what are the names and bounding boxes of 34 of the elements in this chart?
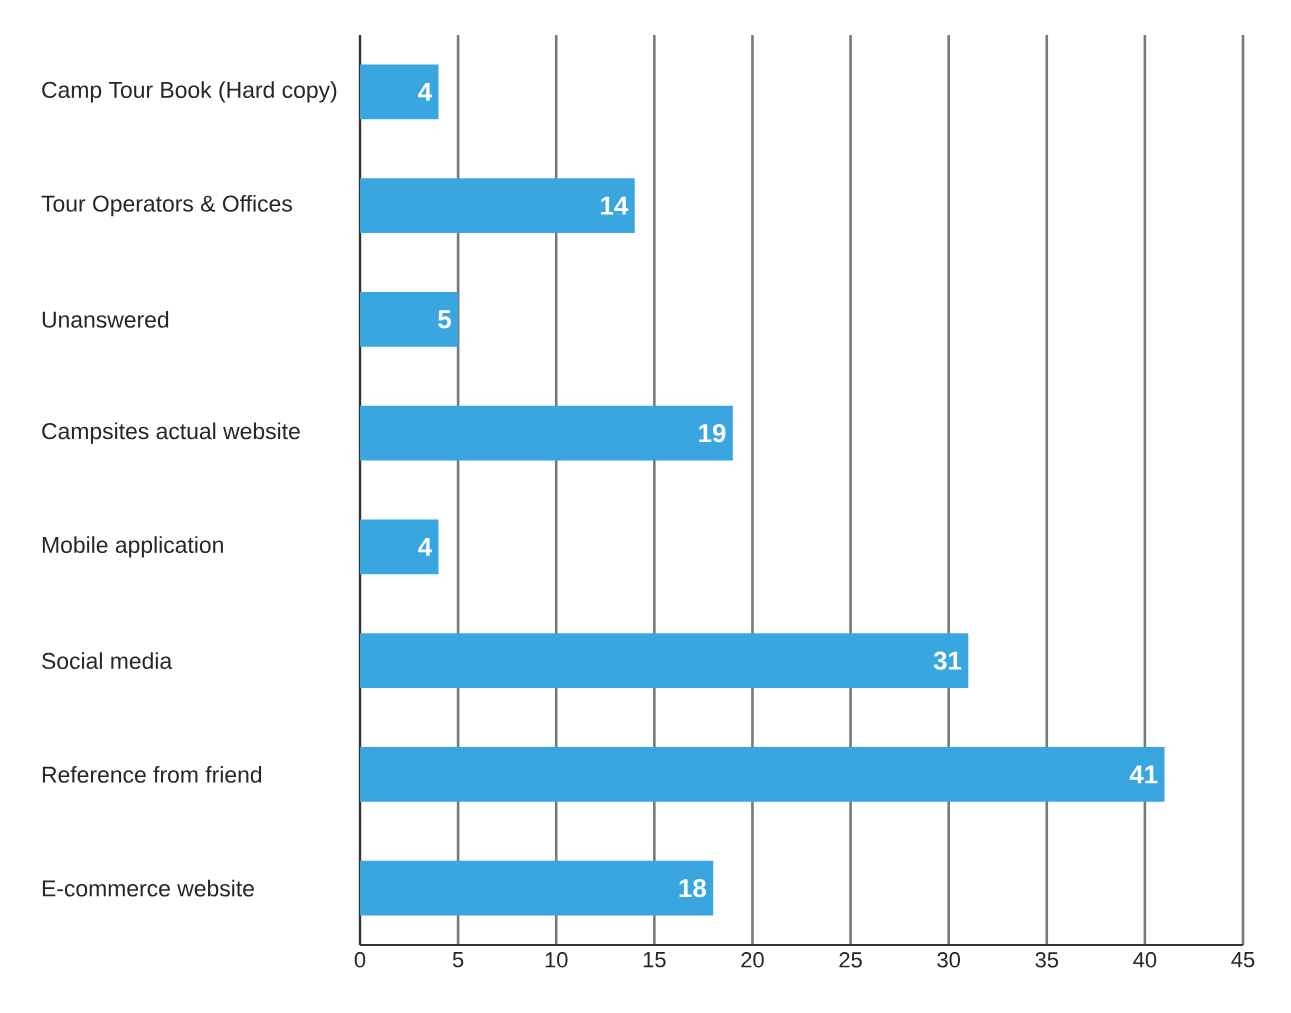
y-tick-label: E-commerce website bbox=[42, 879, 254, 897]
x-tick-label: 15 bbox=[643, 952, 666, 968]
data-label: 18 bbox=[679, 878, 707, 898]
x-tick-label: 45 bbox=[1231, 952, 1255, 968]
y-tick-label: Mobile application bbox=[42, 536, 223, 558]
x-tick-label: 35 bbox=[1035, 952, 1059, 968]
data-label: 4 bbox=[418, 82, 432, 101]
data-label: 19 bbox=[699, 423, 726, 443]
x-tick-label: 0 bbox=[354, 952, 366, 968]
bar bbox=[360, 860, 714, 916]
y-tick-label: Social media bbox=[42, 652, 173, 670]
bar bbox=[360, 519, 439, 575]
data-label: 5 bbox=[438, 310, 451, 329]
bar bbox=[360, 633, 969, 688]
data-label: 14 bbox=[601, 196, 629, 215]
bar bbox=[360, 64, 439, 120]
x-tick-label: 30 bbox=[937, 952, 960, 968]
y-tick-label: Campsites actual website bbox=[42, 422, 300, 444]
y-tick-label: Tour Operators & Offices bbox=[41, 194, 292, 217]
bar bbox=[360, 292, 459, 347]
y-tick-label: Reference from friend bbox=[42, 765, 262, 783]
y-tick-label: Camp Tour Book (Hard copy) bbox=[42, 81, 337, 103]
data-label: 31 bbox=[933, 651, 962, 670]
y-tick-label: Unanswered bbox=[42, 310, 169, 328]
data-label: 41 bbox=[1129, 765, 1158, 784]
x-tick-label: 5 bbox=[452, 952, 464, 968]
data-label: 4 bbox=[418, 537, 432, 556]
x-tick-label: 20 bbox=[741, 952, 764, 968]
x-tick-label: 25 bbox=[839, 952, 862, 968]
x-tick-label: 10 bbox=[545, 952, 568, 968]
bar bbox=[360, 178, 635, 233]
bar bbox=[360, 405, 733, 461]
x-tick-label: 40 bbox=[1133, 952, 1157, 968]
bar bbox=[360, 747, 1165, 802]
